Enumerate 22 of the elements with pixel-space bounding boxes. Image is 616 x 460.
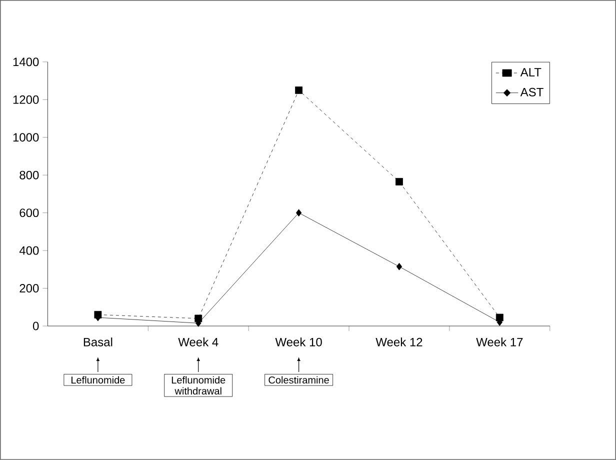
point — [396, 262, 402, 270]
y-tick-label: 0 — [32, 322, 39, 330]
point — [295, 86, 302, 94]
text: Leflunomide withdrawal — [172, 376, 226, 395]
legend-label: ALT — [520, 68, 542, 76]
point — [396, 178, 403, 186]
y-tick-label: 1400 — [13, 58, 39, 66]
point — [296, 209, 302, 217]
y-tick-label: 800 — [20, 170, 39, 180]
y-tick-label: 400 — [19, 246, 39, 255]
x-tick-label: Basal — [84, 338, 112, 346]
x-tick-label: Week 17 — [476, 338, 523, 346]
x-tick-label: Week 12 — [376, 338, 422, 346]
y-tick-label: 1200 — [13, 95, 39, 104]
y-tick-label: 600 — [20, 208, 39, 218]
legend-label: AST — [520, 88, 544, 96]
y-tick-label: 1000 — [13, 133, 39, 142]
text: Colestiramine — [268, 376, 329, 384]
y-tick-label: 200 — [20, 284, 39, 293]
text: Leflunomide — [72, 376, 125, 384]
x-tick-label: Week 10 — [275, 338, 322, 346]
x-tick-label: Week 4 — [178, 338, 218, 346]
